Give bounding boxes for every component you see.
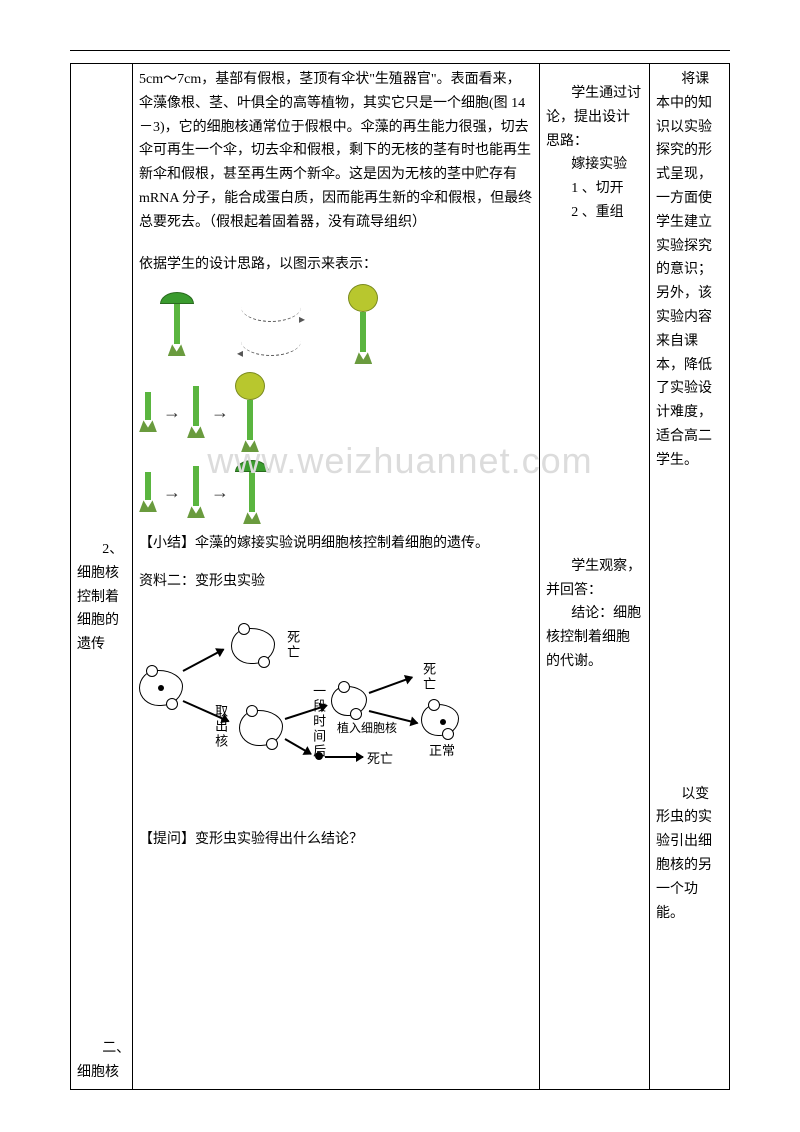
- algae-diagram: → → → →: [139, 284, 533, 524]
- material2-title: 资料二：变形虫实验: [139, 570, 533, 594]
- label-die: 死亡: [281, 630, 303, 667]
- algae-parent-right: [348, 284, 378, 364]
- student-activity-cell: 学生通过讨论，提出设计思路： 嫁接实验 1 、切开 2 、重组 学生观察，并回答…: [540, 64, 650, 1090]
- col3-line2: 1 、切开: [546, 177, 643, 201]
- label-die3: 死亡: [367, 748, 393, 770]
- question-line: 【提问】变形虫实验得出什么结论？: [139, 828, 533, 852]
- arrow-icon: [325, 756, 363, 758]
- col4-para1: 将课本中的知识以实验探究的形式呈现，一方面使学生建立实验探究的意识；另外，该实验…: [656, 68, 723, 473]
- col3-obs: 学生观察，并回答：: [546, 555, 643, 603]
- section2-label: 2、细胞核控制着细胞的遗传: [77, 538, 126, 657]
- label-remove-nucleus: 取出核: [209, 704, 231, 756]
- amoeba-shape: [139, 670, 183, 706]
- summary-label: 【小结】: [139, 536, 195, 551]
- para-algae-intro: 5cm～7cm，基部有假根，茎顶有伞状"生殖器官"。表面看来，伞藻像根、茎、叶俱…: [139, 68, 533, 235]
- arrow-icon: →: [211, 477, 229, 508]
- left-headings-cell: 2、细胞核控制着细胞的遗传 二、细胞核: [71, 64, 133, 1090]
- page-content: 2、细胞核控制着细胞的遗传 二、细胞核 5cm～7cm，基部有假根，茎顶有伞状"…: [70, 50, 730, 1062]
- table-row: 2、细胞核控制着细胞的遗传 二、细胞核 5cm～7cm，基部有假根，茎顶有伞状"…: [71, 64, 730, 1090]
- summary-line: 【小结】伞藻的嫁接实验说明细胞核控制着细胞的遗传。: [139, 532, 533, 556]
- nucleus-dot: [315, 752, 323, 760]
- label-normal: 正常: [429, 740, 455, 762]
- algae-parent-left: [160, 292, 194, 356]
- arrow-icon: →: [163, 477, 181, 508]
- top-rule: [70, 50, 730, 51]
- label-die2: 死亡: [417, 662, 439, 699]
- amoeba-shape: [231, 628, 275, 664]
- label-insert-nucleus: 植入细胞核: [337, 718, 397, 738]
- arrow-icon: →: [163, 397, 181, 428]
- amoeba-shape: [239, 710, 283, 746]
- col3-line3: 2 、重组: [546, 201, 643, 225]
- arrow-icon: [183, 648, 225, 671]
- main-content-cell: 5cm～7cm，基部有假根，茎顶有伞状"生殖器官"。表面看来，伞藻像根、茎、叶俱…: [133, 64, 540, 1090]
- para-design: 依据学生的设计思路，以图示来表示：: [139, 253, 533, 277]
- col3-line1: 嫁接实验: [546, 153, 643, 177]
- lesson-table: 2、细胞核控制着细胞的遗传 二、细胞核 5cm～7cm，基部有假根，茎顶有伞状"…: [70, 63, 730, 1090]
- question-text: 变形虫实验得出什么结论？: [195, 832, 363, 847]
- section3-label: 二、细胞核: [77, 1037, 126, 1085]
- col3-para1: 学生通过讨论，提出设计思路：: [546, 82, 643, 153]
- amoeba-shape: [331, 686, 367, 716]
- col3-conclusion: 结论：细胞核控制着细胞的代谢。: [546, 602, 643, 673]
- col4-para2: 以变形虫的实验引出细胞核的另一个功能。: [656, 783, 723, 926]
- summary-text: 伞藻的嫁接实验说明细胞核控制着细胞的遗传。: [195, 536, 489, 551]
- amoeba-diagram: 死亡 取出核 一段时间后 死亡 死亡: [139, 600, 533, 800]
- arrow-icon: [369, 676, 413, 694]
- arrow-icon: →: [211, 397, 229, 428]
- amoeba-shape: [421, 704, 459, 736]
- question-label: 【提问】: [139, 832, 195, 847]
- design-intent-cell: 将课本中的知识以实验探究的形式呈现，一方面使学生建立实验探究的意识；另外，该实验…: [650, 64, 730, 1090]
